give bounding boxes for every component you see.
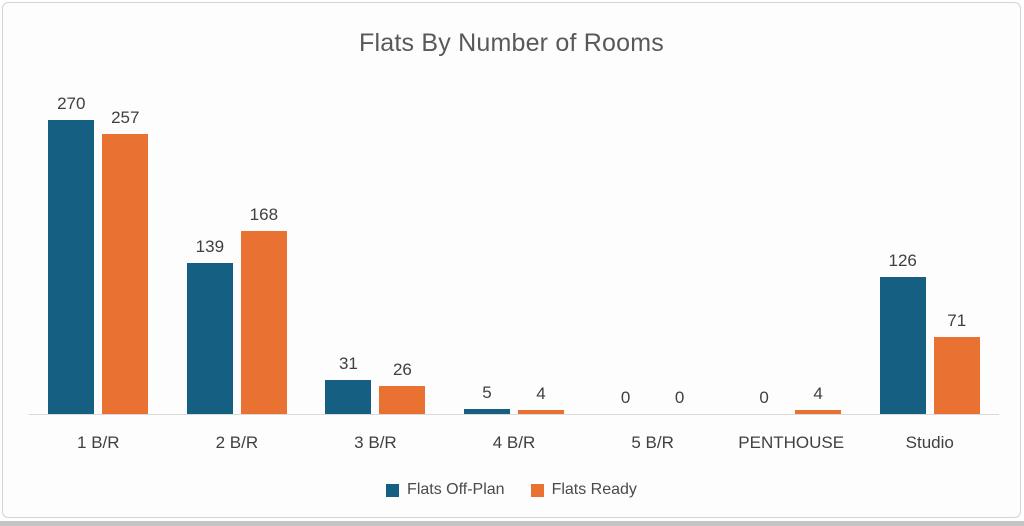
bar-value-label: 0 — [620, 388, 631, 407]
x-axis-label-2: 2 B/R — [215, 433, 259, 452]
bar-series-1-cat-7: 126 — [879, 251, 926, 414]
bar-value-label: 139 — [195, 237, 225, 256]
legend-swatch-icon — [530, 483, 544, 497]
x-axis-labels: 1 B/R 2 B/R 3 B/R 4 B/R 5 B/R PENTHOUSE Studio — [29, 433, 999, 455]
x-axis-label-1: 1 B/R — [77, 433, 120, 452]
bar-series-2-cat-3: 26 — [379, 360, 426, 414]
bar-series-2-cat-7: 71 — [933, 311, 980, 414]
legend-item-2: Flats Ready — [530, 481, 637, 499]
bar-value-label: 26 — [392, 360, 412, 379]
bar-group-3: 31 26 — [306, 91, 445, 414]
bar-value-label: 270 — [57, 94, 86, 113]
x-axis-label-4: 4 B/R — [492, 433, 536, 452]
bar-group-2: 139 168 — [168, 91, 307, 414]
bar-series-2-cat-4: 4 — [517, 384, 564, 414]
bar-series-2-cat-2: 168 — [240, 205, 287, 414]
chart-card: Flats By Number of Rooms 270 257 139 168 31 2… — [2, 2, 1021, 518]
bar-series-2-cat-6: 4 — [795, 384, 842, 414]
bar-value-label: 4 — [813, 384, 823, 403]
bar-series-2-cat-1: 257 — [102, 108, 149, 414]
x-axis-label-3: 3 B/R — [354, 433, 397, 452]
legend-item-1: Flats Off-Plan — [386, 481, 505, 499]
legend-label: Flats Off-Plan — [407, 481, 505, 498]
bar-value-label: 0 — [759, 388, 769, 407]
bar-value-label: 5 — [482, 383, 492, 402]
x-axis-label-6: PENTHOUSE — [738, 433, 845, 452]
bar-value-label: 71 — [947, 311, 967, 330]
bar-value-label: 0 — [674, 388, 685, 407]
bar-group-7: 126 71 — [860, 91, 999, 414]
x-axis-label-7: Studio — [905, 433, 954, 452]
legend-label: Flats Ready — [551, 481, 637, 498]
x-axis-label-5: 5 B/R — [631, 433, 674, 452]
bar-group-1: 270 257 — [29, 91, 168, 414]
legend-swatch-icon — [386, 483, 400, 497]
bar-series-1-cat-4: 5 — [463, 383, 510, 414]
chart-title: Flats By Number of Rooms — [359, 29, 664, 57]
bar-value-label: 31 — [338, 354, 358, 373]
bar-value-label: 126 — [888, 251, 917, 270]
bar-series-1-cat-3: 31 — [325, 354, 372, 414]
bar-value-label: 168 — [249, 205, 279, 224]
bar-series-1-cat-1: 270 — [48, 94, 95, 414]
legend: Flats Off-Plan Flats Ready — [3, 479, 1020, 501]
bar-value-label: 257 — [111, 108, 140, 127]
page-bottom-strip — [0, 521, 1024, 526]
plot-area: 270 257 139 168 31 26 5 4 0 0 0 4 126 71 — [29, 91, 999, 415]
bar-value-label: 4 — [536, 384, 546, 403]
bar-series-1-cat-2: 139 — [186, 237, 233, 414]
